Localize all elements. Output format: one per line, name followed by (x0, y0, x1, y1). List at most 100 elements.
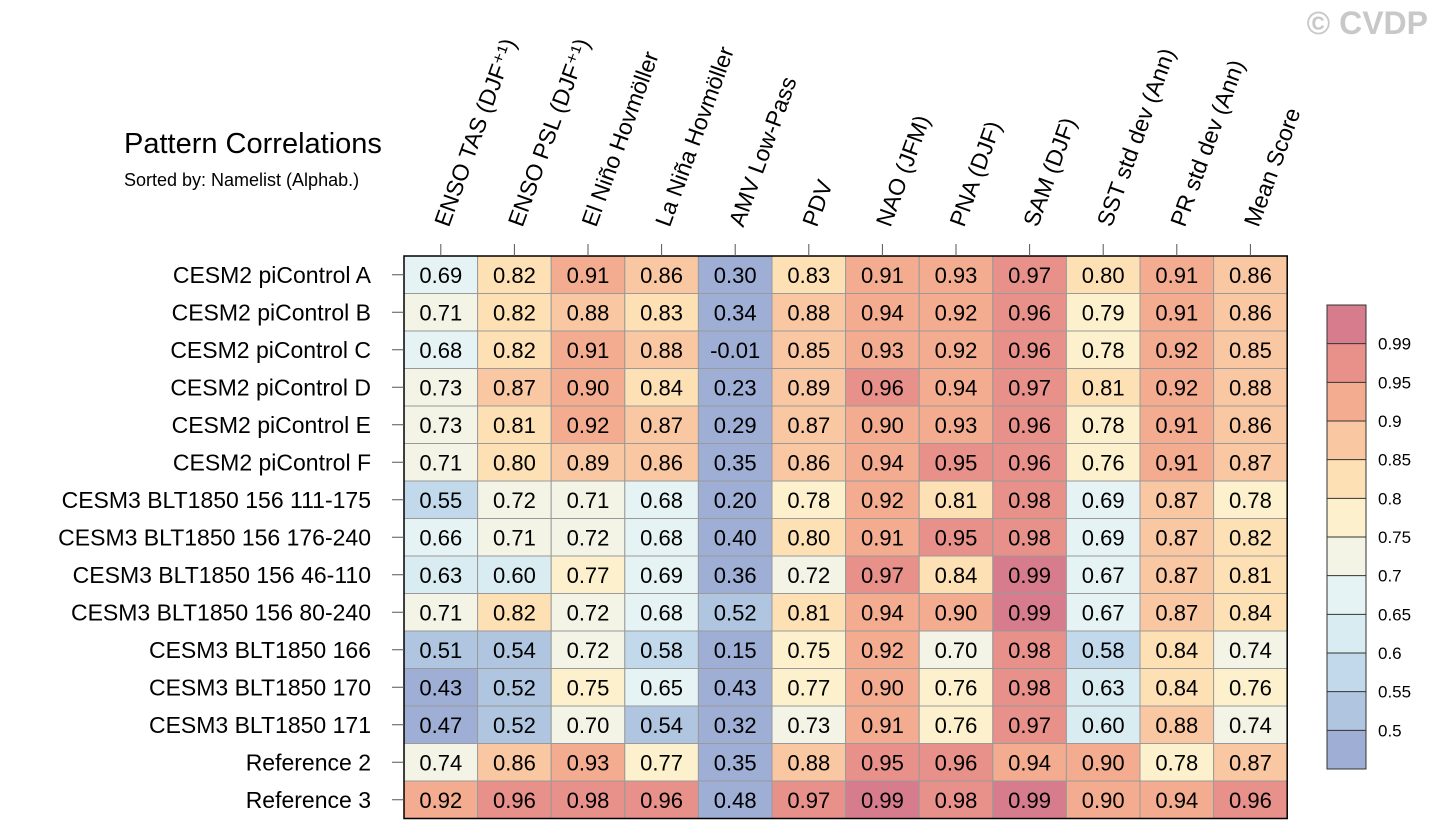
cell-value: 0.92 (1155, 375, 1198, 400)
row-label-cesm2-picontrol-b: CESM2 piControl B (172, 299, 371, 325)
cell-value: 0.86 (1229, 413, 1272, 438)
cell-value: 0.90 (567, 375, 610, 400)
cell-11-6 (771, 630, 847, 669)
cell-value: 0.87 (1155, 600, 1198, 625)
cell-value: 0.75 (567, 675, 610, 700)
cell-value: 0.83 (787, 263, 830, 288)
cell-value: 0.63 (419, 563, 462, 588)
cell-7-4 (624, 480, 699, 519)
cell-3-5 (697, 330, 773, 369)
column-labels: ENSO TAS (DJF⁺¹)ENSO PSL (DJF⁺¹)El Niño … (429, 35, 1306, 256)
cell-11-12 (1213, 630, 1288, 669)
cell-value: 0.99 (861, 788, 904, 813)
cell-value: 0.96 (861, 375, 904, 400)
cell-value: 0.90 (1082, 788, 1125, 813)
cell-10-4 (624, 593, 699, 632)
cell-value: 0.80 (493, 450, 536, 475)
column-label-mean-score: Mean Score (1239, 104, 1306, 229)
cell-7-3 (550, 480, 626, 519)
cell-10-7 (845, 593, 920, 632)
cell-value: 0.96 (493, 788, 536, 813)
cell-value: 0.93 (935, 263, 978, 288)
cell-value: 0.77 (640, 750, 683, 775)
cell-value: 0.68 (640, 488, 683, 513)
cell-7-6 (771, 480, 847, 519)
cell-7-10 (1065, 480, 1141, 519)
cell-9-8 (918, 555, 994, 594)
cell-6-8 (918, 443, 994, 482)
cell-value: 0.77 (567, 563, 610, 588)
cell-value: 0.71 (419, 450, 462, 475)
heatmap-cells: 0.69 0.82 0.91 0.86 0.30 0.83 0.91 0.93 0.97 0.80… (403, 255, 1288, 820)
cell-9-6 (771, 555, 847, 594)
cell-13-5 (697, 705, 773, 744)
cell-value: 0.58 (1082, 638, 1125, 663)
cell-value: 0.72 (567, 638, 610, 663)
colorbar-tick-label: 0.7 (1378, 567, 1402, 586)
row-label-cesm2-picontrol-c: CESM2 piControl C (170, 337, 371, 363)
cell-5-5 (697, 405, 773, 444)
cell-value: 0.99 (1008, 600, 1051, 625)
cell-12-11 (1139, 668, 1215, 707)
cell-value: 0.98 (1008, 488, 1051, 513)
cell-value: 0.34 (714, 300, 757, 325)
cell-12-7 (845, 668, 920, 707)
cell-9-12 (1213, 555, 1288, 594)
cell-6-4 (624, 443, 699, 482)
cell-value: 0.96 (1008, 450, 1051, 475)
cell-5-3 (550, 405, 626, 444)
cell-value: 0.87 (1155, 525, 1198, 550)
cell-value: 0.87 (1229, 750, 1272, 775)
cell-4-7 (845, 368, 920, 407)
cell-6-9 (992, 443, 1067, 482)
cell-value: 0.47 (419, 713, 462, 738)
cell-1-8 (918, 255, 994, 294)
cell-value: 0.52 (493, 675, 536, 700)
cell-value: 0.85 (787, 338, 830, 363)
cell-value: 0.54 (640, 713, 683, 738)
cell-value: 0.96 (1008, 413, 1051, 438)
cell-12-2 (477, 668, 552, 707)
cell-value: 0.70 (567, 713, 610, 738)
cell-12-3 (550, 668, 626, 707)
cell-value: 0.81 (1229, 563, 1272, 588)
cell-value: 0.96 (1008, 338, 1051, 363)
cell-3-3 (550, 330, 626, 369)
cell-13-1 (403, 705, 479, 744)
cell-value: 0.72 (493, 488, 536, 513)
colorbar-swatch (1327, 421, 1366, 460)
cell-8-11 (1139, 518, 1215, 557)
cell-value: 0.84 (1229, 600, 1272, 625)
cell-12-6 (771, 668, 847, 707)
cell-value: 0.83 (640, 300, 683, 325)
cell-value: 0.87 (640, 413, 683, 438)
cell-value: 0.74 (1229, 638, 1272, 663)
cell-value: 0.87 (1229, 450, 1272, 475)
cell-value: 0.94 (1155, 788, 1198, 813)
cell-value: 0.78 (1082, 413, 1125, 438)
cell-5-1 (403, 405, 479, 444)
cell-6-6 (771, 443, 847, 482)
cell-value: 0.43 (714, 675, 757, 700)
cell-3-12 (1213, 330, 1288, 369)
cell-value: 0.74 (1229, 713, 1272, 738)
cell-4-4 (624, 368, 699, 407)
colorbar-swatch (1327, 343, 1366, 383)
chart-subtitle: Sorted by: Namelist (Alphab.) (124, 170, 359, 190)
cell-13-4 (624, 705, 699, 744)
cell-5-6 (771, 405, 847, 444)
colorbar-tick-label: 0.9 (1378, 412, 1402, 431)
cell-value: 0.67 (1082, 563, 1125, 588)
cell-value: 0.84 (1155, 638, 1198, 663)
cell-value: 0.54 (493, 638, 536, 663)
cell-value: 0.91 (861, 263, 904, 288)
row-label-reference-3: Reference 3 (246, 787, 371, 813)
cell-value: 0.87 (1155, 488, 1198, 513)
cell-7-7 (845, 480, 920, 519)
column-label-pna-djf: PNA (DJF) (944, 118, 1006, 230)
cell-value: 0.86 (1229, 263, 1272, 288)
watermark: © CVDP (1307, 5, 1428, 41)
row-label-reference-2: Reference 2 (246, 749, 371, 775)
colorbar-border (1326, 304, 1367, 770)
